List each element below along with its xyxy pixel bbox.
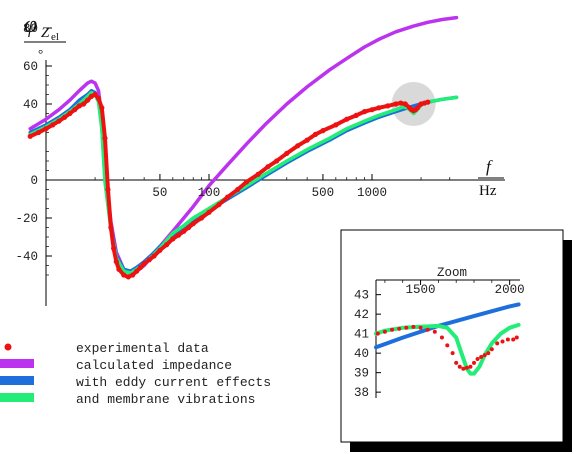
- inset-data-point-experimental-data: [489, 347, 494, 352]
- inset-title: Zoom: [437, 266, 467, 280]
- inset-data-point-experimental-data: [511, 337, 516, 342]
- x-axis-unit: Hz: [479, 183, 497, 199]
- legend-marker-with-eddy-current-effects: [0, 376, 34, 385]
- inset-data-point-experimental-data: [464, 365, 469, 370]
- x-tick-label: 100: [198, 186, 221, 200]
- inset-data-point-experimental-data: [425, 327, 430, 332]
- x-tick-label: 500: [312, 186, 335, 200]
- y-axis-unit: °: [38, 46, 43, 61]
- y-tick-label: -40: [15, 250, 38, 264]
- legend-marker-calculated-impedance: [0, 359, 34, 368]
- inset-data-point-experimental-data: [432, 329, 437, 334]
- inset-data-point-experimental-data: [439, 335, 444, 340]
- x-tick-label: 50: [152, 186, 167, 200]
- inset-data-point-experimental-data: [482, 353, 487, 358]
- inset-y-tick-label: 38: [354, 386, 369, 400]
- inset-data-point-experimental-data: [454, 360, 459, 365]
- inset-data-point-experimental-data: [375, 331, 380, 336]
- inset-data-point-experimental-data: [390, 327, 395, 332]
- y-tick-label: 60: [23, 60, 38, 74]
- inset-x-tick-label: 1500: [406, 283, 436, 297]
- series-trace-experimental-data: [28, 92, 430, 280]
- inset-data-point-experimental-data: [495, 341, 500, 346]
- inset-y-tick-label: 40: [354, 347, 369, 361]
- inset-data-point-experimental-data: [445, 343, 450, 348]
- inset-data-point-experimental-data: [472, 360, 477, 365]
- legend-label-and-membrane-vibrations: and membrane vibrations: [76, 392, 255, 407]
- inset-data-point-experimental-data: [411, 324, 416, 329]
- x-axis-symbol: f: [486, 157, 493, 176]
- main-chart: 50 100 500 1000 80 60 40 0 -20 -40 φ Z el ° f Hz: [15, 12, 505, 306]
- inset-tick-labels: 1500 2000 43 42 41 40 39 38: [354, 283, 525, 400]
- inset-y-tick-label: 43: [354, 289, 369, 303]
- zoom-highlight-circle: [391, 82, 436, 126]
- y-axis-title: φ Z el °: [24, 12, 66, 61]
- y-axis-subsubscript: el: [51, 31, 59, 43]
- inset-series-group: [374, 302, 521, 376]
- inset-data-point-experimental-data: [505, 337, 510, 342]
- main-tick-labels: 50 100 500 1000 80 60 40 0 -20 -40: [15, 22, 387, 264]
- inset-y-tick-label: 41: [354, 328, 369, 342]
- inset-data-point-experimental-data: [382, 329, 387, 334]
- inset-data-point-experimental-data: [457, 364, 462, 369]
- legend: experimental data calculated impedance wit…: [0, 341, 271, 407]
- y-tick-label: -20: [15, 212, 38, 226]
- main-series-group: [27, 15, 459, 280]
- legend-label-experimental-data: experimental data: [76, 341, 209, 356]
- inset-data-point-experimental-data: [461, 366, 466, 371]
- inset-data-point-experimental-data: [500, 339, 505, 344]
- inset-series-line-with-eddy-current-effects: [374, 302, 521, 350]
- legend-marker-experimental-data: [4, 343, 12, 351]
- y-tick-label: 80: [23, 22, 38, 36]
- inset-data-point-experimental-data: [514, 335, 519, 340]
- y-axis-symbol: φ: [24, 12, 37, 38]
- x-tick-label: 1000: [357, 186, 387, 200]
- inset-frame: [340, 229, 564, 443]
- inset-data-point-experimental-data: [475, 357, 480, 361]
- zoom-inset: Zoom 1500 2000 43 42 41 40 39 38: [340, 229, 572, 452]
- x-axis-title: f Hz: [478, 157, 504, 199]
- inset-data-point-experimental-data: [486, 351, 491, 356]
- inset-data-point-experimental-data: [418, 325, 423, 330]
- inset-y-tick-label: 39: [354, 367, 369, 381]
- y-tick-label: 0: [30, 174, 38, 188]
- inset-data-point-experimental-data: [479, 355, 484, 360]
- legend-label-with-eddy-current-effects: with eddy current effects: [76, 375, 271, 390]
- inset-y-tick-label: 42: [354, 308, 369, 322]
- inset-data-point-experimental-data: [450, 351, 455, 356]
- legend-marker-and-membrane-vibrations: [0, 393, 34, 402]
- legend-label-calculated-impedance: calculated impedance: [76, 358, 232, 373]
- y-tick-label: 40: [23, 98, 38, 112]
- inset-data-point-experimental-data: [404, 325, 409, 330]
- inset-data-point-experimental-data: [468, 364, 473, 369]
- y-axis-subscript: Z: [41, 25, 50, 41]
- inset-x-tick-label: 2000: [495, 283, 525, 297]
- inset-tick-marks: [376, 280, 511, 393]
- inset-data-point-experimental-data: [397, 326, 402, 331]
